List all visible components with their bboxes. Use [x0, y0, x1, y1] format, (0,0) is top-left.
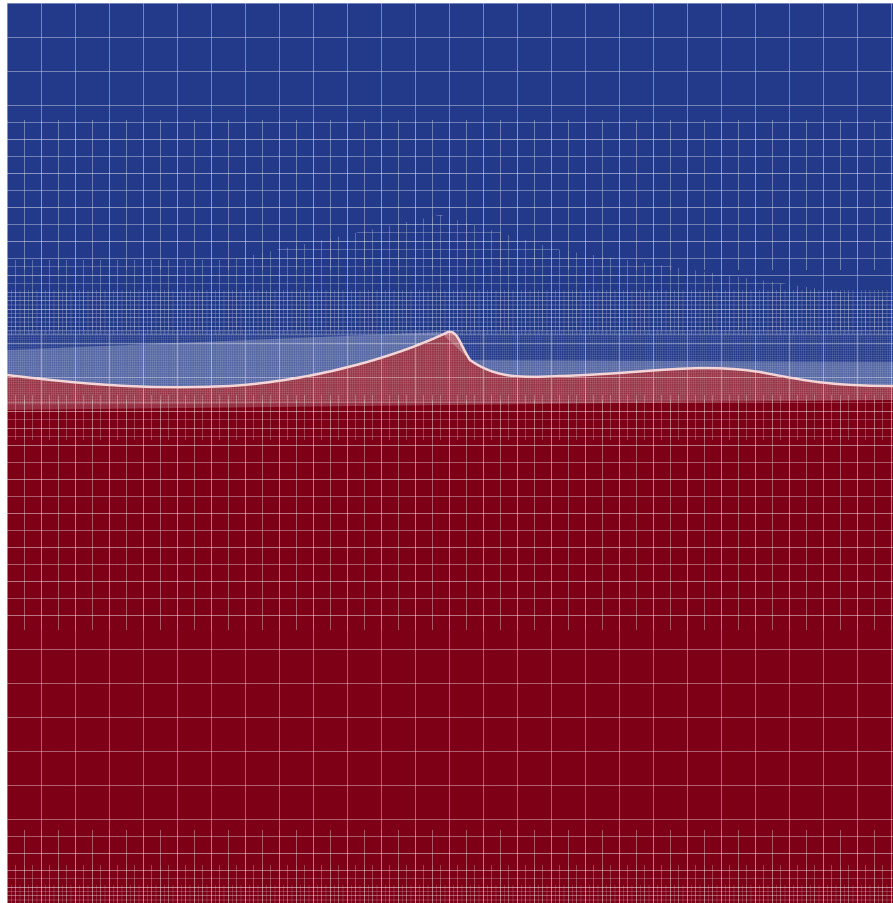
interface-line: [7, 330, 893, 389]
interface-band-liquid: [7, 331, 893, 410]
mesh-level-4: [7, 885, 893, 903]
mesh-level-4: [7, 290, 893, 335]
domain: [7, 3, 893, 903]
interface-band-gas: [7, 331, 893, 388]
